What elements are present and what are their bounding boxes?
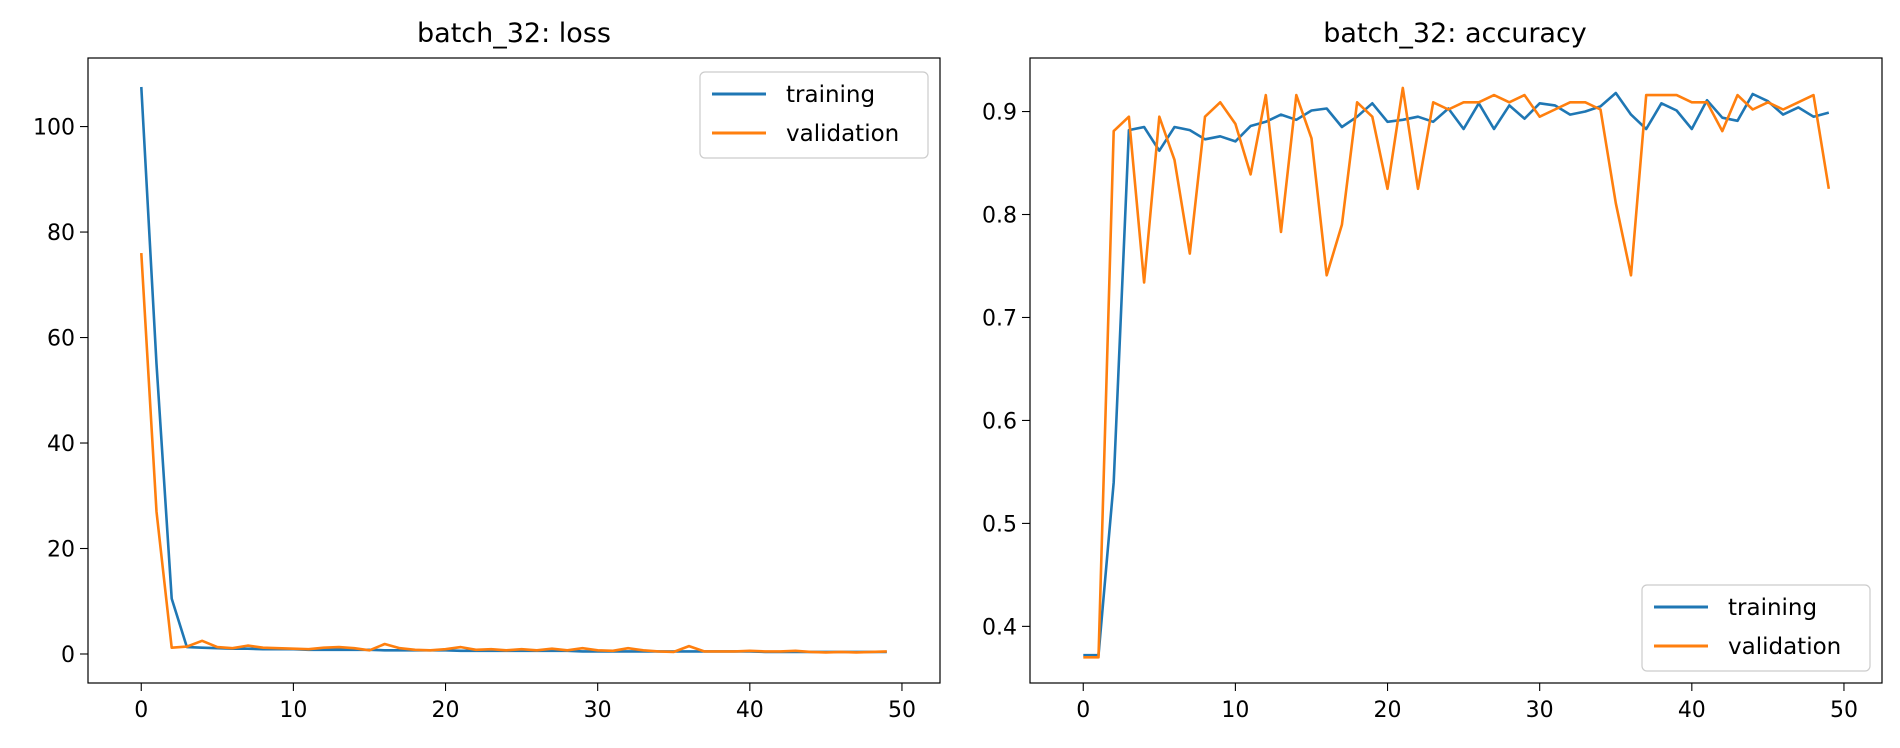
accuracy-y-tick-label: 0.6 <box>982 409 1017 434</box>
loss-legend: training validation <box>699 71 929 159</box>
loss-plot-area <box>140 86 887 654</box>
loss-chart-title: batch_32: loss <box>417 18 611 49</box>
accuracy-chart: batch_32: accuracy 0 10 20 30 40 50 0.4 0.5 0.6… <box>982 18 1883 723</box>
loss-x-tick-label: 10 <box>279 698 307 723</box>
accuracy-legend-validation-label: validation <box>1728 634 1841 660</box>
loss-legend-training-label: training <box>786 82 875 108</box>
accuracy-plot-area <box>1083 86 1831 659</box>
loss-y-tick-label: 20 <box>47 538 75 563</box>
loss-y-tick-label: 60 <box>47 327 75 352</box>
accuracy-y-tick-label: 0.9 <box>982 101 1017 126</box>
accuracy-legend: training validation <box>1641 584 1871 672</box>
loss-y-tick-label: 40 <box>47 432 75 457</box>
accuracy-x-tick-label: 40 <box>1678 698 1706 723</box>
loss-chart: batch_32: loss 0 10 20 30 40 50 020406080100 … <box>33 18 941 723</box>
accuracy-chart-title: batch_32: accuracy <box>1323 18 1587 49</box>
loss-y-tick-label: 80 <box>47 221 75 246</box>
loss-y-tick-label: 100 <box>33 116 75 141</box>
accuracy-x-tick-label: 50 <box>1830 698 1858 723</box>
loss-axes-frame <box>87 57 941 684</box>
accuracy-y-tick-label: 0.4 <box>982 615 1017 640</box>
loss-x-axis: 0 10 20 30 40 50 <box>134 683 916 723</box>
accuracy-x-tick-label: 30 <box>1526 698 1554 723</box>
loss-y-tick-label: 0 <box>61 643 75 668</box>
accuracy-x-tick-label: 20 <box>1374 698 1402 723</box>
loss-x-tick-label: 50 <box>888 698 916 723</box>
loss-x-tick-label: 20 <box>432 698 460 723</box>
accuracy-y-tick-label: 0.7 <box>982 306 1017 331</box>
loss-x-tick-label: 0 <box>134 698 148 723</box>
accuracy-y-tick-label: 0.8 <box>982 204 1017 229</box>
accuracy-series-validation-line <box>1083 86 1831 659</box>
loss-series-validation-line <box>140 253 887 654</box>
loss-x-tick-label: 40 <box>736 698 764 723</box>
accuracy-x-tick-label: 0 <box>1076 698 1090 723</box>
accuracy-x-tick-label: 10 <box>1221 698 1249 723</box>
accuracy-y-axis: 0.4 0.5 0.6 0.7 0.8 0.9 <box>982 101 1030 640</box>
loss-legend-validation-label: validation <box>786 121 899 147</box>
accuracy-series-training-line <box>1083 91 1830 657</box>
accuracy-x-axis: 0 10 20 30 40 50 <box>1076 683 1858 723</box>
loss-x-tick-label: 30 <box>584 698 612 723</box>
accuracy-y-tick-label: 0.5 <box>982 512 1017 537</box>
accuracy-axes-frame <box>1029 57 1883 684</box>
accuracy-legend-training-label: training <box>1728 595 1817 621</box>
loss-series-training-line <box>140 86 887 654</box>
loss-y-axis: 0 20 40 60 80 100 <box>33 116 88 668</box>
